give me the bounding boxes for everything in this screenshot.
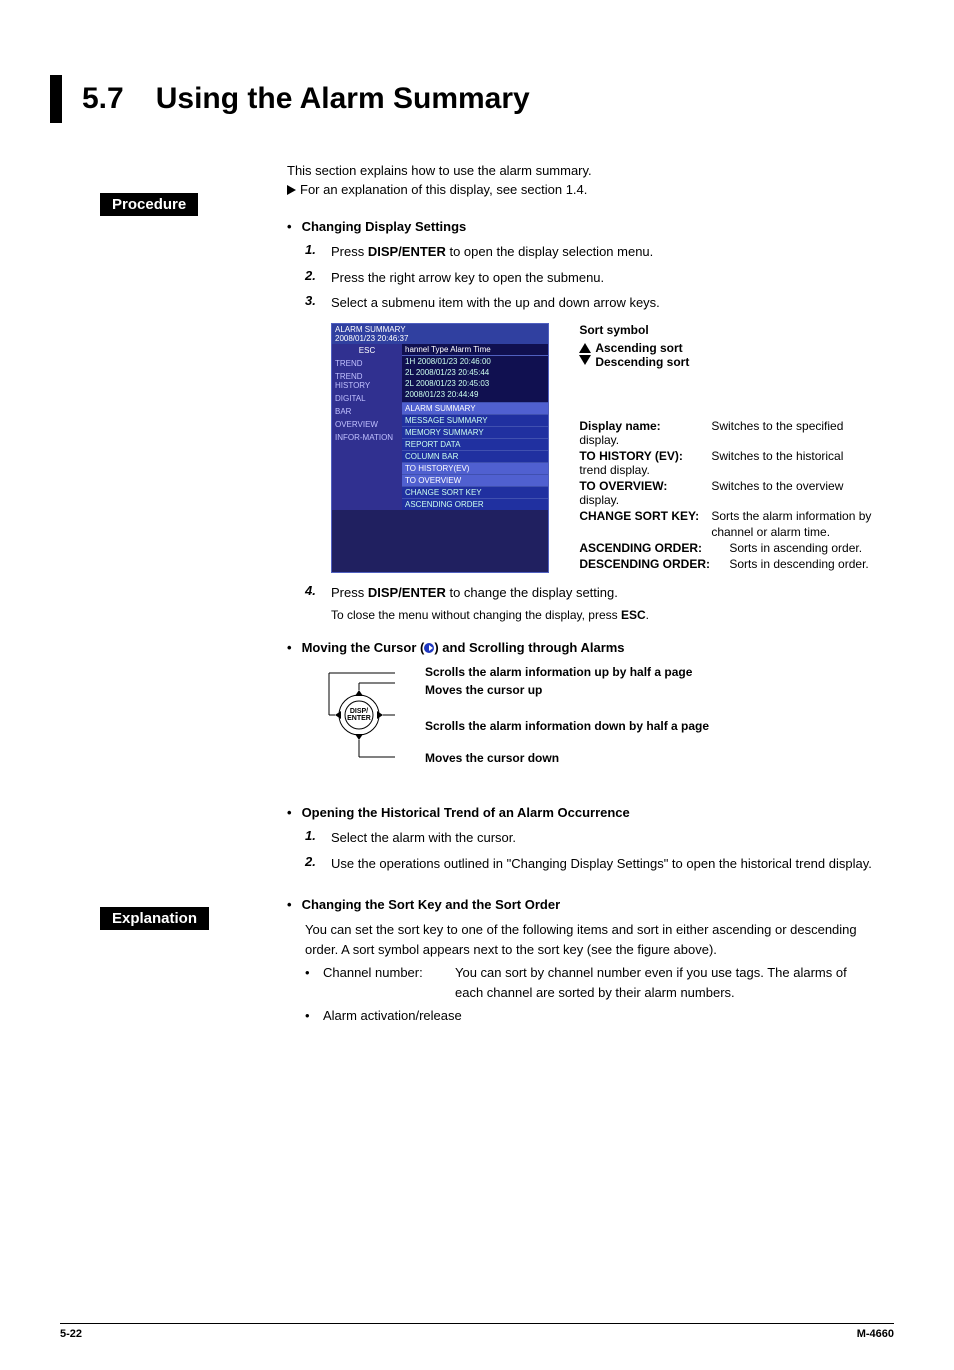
page-number: 5-22: [60, 1328, 82, 1340]
intro-line-2: For an explanation of this display, see …: [300, 182, 587, 197]
proc3-step-1: 1. Select the alarm with the cursor.: [305, 828, 874, 848]
expl-heading: •Changing the Sort Key and the Sort Orde…: [287, 897, 874, 912]
proc1-step-4-sub: To close the menu without changing the d…: [331, 608, 874, 622]
doc-id: M-4660: [857, 1328, 894, 1340]
procedure-label: Procedure: [100, 193, 198, 216]
expl-item-1: • Channel number: You can sort by channe…: [305, 963, 874, 1002]
proc3-heading: •Opening the Historical Trend of an Alar…: [287, 805, 874, 820]
menu-screenshot: ALARM SUMMARY2008/01/23 20:46:37 ESC TRE…: [331, 323, 549, 573]
proc1-heading: •Changing Display Settings: [287, 219, 874, 234]
ascending-icon: [579, 343, 591, 353]
figure-1-annotations: Sort symbol Ascending sort Descending so…: [579, 323, 874, 573]
xref-arrow-icon: [287, 185, 296, 195]
dpad-label-1: Scrolls the alarm information up by half…: [425, 665, 709, 679]
sort-symbol-label: Sort symbol: [579, 323, 874, 337]
dpad-label-4: Moves the cursor down: [425, 751, 709, 765]
expl-item-2: • Alarm activation/release: [305, 1006, 874, 1026]
proc3-step-2: 2. Use the operations outlined in "Chang…: [305, 854, 874, 874]
page-title-row: 5.7 Using the Alarm Summary: [50, 75, 904, 123]
svg-text:ENTER: ENTER: [347, 715, 371, 722]
title-accent-bar: [50, 75, 62, 123]
dpad-label-3: Scrolls the alarm information down by ha…: [425, 719, 709, 733]
expl-para-1: You can set the sort key to one of the f…: [305, 920, 874, 959]
intro-line-1: This section explains how to use the ala…: [287, 163, 874, 178]
proc1-step-2: 2. Press the right arrow key to open the…: [305, 268, 874, 288]
figure-1: ALARM SUMMARY2008/01/23 20:46:37 ESC TRE…: [331, 323, 874, 573]
dpad-diagram: DISP/ ENTER: [323, 665, 395, 765]
proc1-step-1: 1. Press DISP/ENTER to open the display …: [305, 242, 874, 262]
section-title: Using the Alarm Summary: [156, 82, 530, 116]
dpad-label-2: Moves the cursor up: [425, 683, 709, 697]
cursor-arrow-icon: [424, 643, 434, 653]
proc2-heading: •Moving the Cursor () and Scrolling thro…: [287, 640, 874, 655]
section-number: 5.7: [82, 82, 124, 116]
explanation-label: Explanation: [100, 907, 209, 930]
page-footer: 5-22 M-4660: [60, 1323, 894, 1340]
proc1-step-3: 3. Select a submenu item with the up and…: [305, 293, 874, 313]
svg-text:DISP/: DISP/: [350, 708, 368, 715]
descending-icon: [579, 355, 591, 365]
intro-xref: For an explanation of this display, see …: [287, 182, 874, 197]
figure-2: DISP/ ENTER Scrolls the ala: [313, 665, 874, 787]
proc1-step-4: 4. Press DISP/ENTER to change the displa…: [305, 583, 874, 603]
